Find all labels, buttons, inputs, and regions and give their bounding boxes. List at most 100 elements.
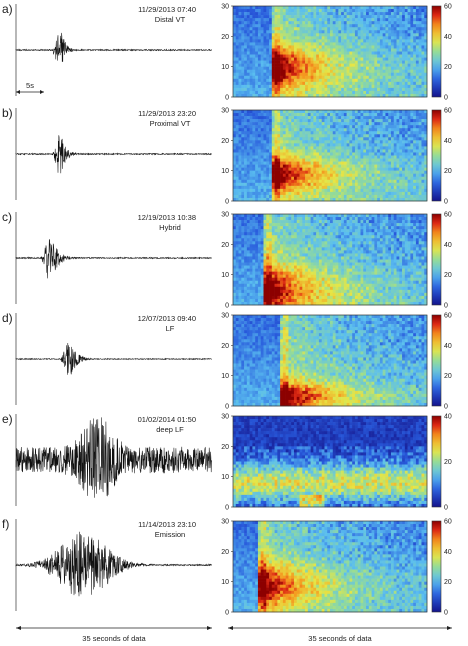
spectrogram-cell <box>260 72 264 77</box>
spectrogram-cell <box>352 173 356 178</box>
spectrogram-cell <box>293 223 298 227</box>
spectrogram-cell <box>379 226 383 230</box>
spectrogram-cell <box>393 30 397 34</box>
spectrogram-cell <box>233 69 237 74</box>
spectrogram-cell <box>241 220 245 224</box>
spectrogram-cell <box>285 197 289 202</box>
spectrogram-cell <box>352 182 356 187</box>
spectrogram-cell <box>249 137 253 141</box>
spectrogram-cell <box>285 173 289 178</box>
spectrogram-cell <box>404 87 408 92</box>
spectrogram-cell <box>360 116 364 120</box>
spectrogram-cell <box>390 78 395 83</box>
spectrogram-cell <box>263 122 267 126</box>
spectrogram-cell <box>352 170 356 174</box>
spectrogram-cell <box>377 12 381 16</box>
spectrogram-cell <box>399 191 403 196</box>
spectrogram-cell <box>291 57 295 61</box>
spectrogram-cell <box>318 128 322 132</box>
spectrogram-cell <box>266 131 270 135</box>
spectrogram-cell <box>415 217 419 221</box>
spectrogram-cell <box>349 188 353 193</box>
spectrogram-cell <box>307 69 311 74</box>
spectrogram-cell <box>349 176 353 181</box>
spectrogram-cell <box>415 188 419 193</box>
spectrogram-cell <box>282 170 286 174</box>
spectrogram-cell <box>407 241 411 245</box>
spectrogram-cell <box>282 128 286 132</box>
spectrogram-cell <box>410 90 414 95</box>
spectrogram-cell <box>366 188 370 193</box>
spectrogram-cell <box>399 197 403 202</box>
spectrogram-cell <box>296 93 300 98</box>
spectrogram-cell <box>379 93 383 98</box>
spectrogram-cell <box>244 84 248 89</box>
spectrogram-cell <box>260 33 264 37</box>
spectrogram-cell <box>271 93 275 98</box>
spectrogram-cell <box>280 167 284 171</box>
spectrogram-cell <box>249 48 253 52</box>
spectrogram-cell <box>354 81 359 86</box>
spectrogram-cell <box>318 152 322 156</box>
spectrogram-cell <box>255 182 259 187</box>
spectrogram-cell <box>360 15 364 19</box>
frequency-tick-label: 0 <box>225 199 229 206</box>
spectrogram-cell <box>238 110 242 114</box>
spectrogram-cell <box>399 30 403 34</box>
spectrogram-cell <box>310 158 314 162</box>
spectrogram-cell <box>271 161 275 165</box>
spectrogram-cell <box>402 78 406 83</box>
spectrogram-cell <box>263 155 267 159</box>
spectrogram-cell <box>335 241 339 245</box>
spectrogram-cell <box>316 30 320 34</box>
spectrogram-cell <box>343 146 347 150</box>
spectrogram-cell <box>415 122 419 126</box>
spectrogram-cell <box>252 116 256 120</box>
spectrogram-cell <box>269 241 273 245</box>
spectrogram-cell <box>299 18 303 22</box>
spectrogram-cell <box>390 152 395 156</box>
spectrogram-cell <box>305 116 309 120</box>
spectrogram-cell <box>299 51 303 55</box>
spectrogram-cell <box>307 119 311 123</box>
spectrogram-cell <box>293 155 298 159</box>
spectrogram-cell <box>402 113 406 117</box>
spectrogram-cell <box>313 122 317 126</box>
spectrogram-cell <box>266 140 270 144</box>
spectrogram-cell <box>366 191 370 196</box>
spectrogram-cell <box>388 155 392 159</box>
spectrogram-cell <box>307 90 311 95</box>
spectrogram-cell <box>327 191 331 196</box>
spectrogram-cell <box>282 244 286 248</box>
spectrogram-cell <box>260 45 264 49</box>
spectrogram-cell <box>415 161 419 165</box>
spectrogram-cell <box>280 149 284 153</box>
spectrogram-cell <box>341 6 345 10</box>
spectrogram-cell <box>354 57 359 61</box>
spectrogram-cell <box>271 197 275 202</box>
spectrogram-cell <box>407 110 411 114</box>
spectrogram-cell <box>407 125 411 129</box>
spectrogram-cell <box>360 27 364 31</box>
spectrogram-cell <box>368 93 372 98</box>
spectrogram-cell <box>404 48 408 52</box>
spectrogram-cell <box>343 140 347 144</box>
spectrogram-cell <box>285 229 289 233</box>
spectrogram-cell <box>332 176 336 181</box>
spectrogram-cell <box>260 81 264 86</box>
spectrogram-cell <box>282 78 286 83</box>
spectrogram-cell <box>332 119 336 123</box>
spectrogram-cell <box>274 125 278 129</box>
spectrogram-cell <box>271 81 275 86</box>
spectrogram-cell <box>424 146 428 150</box>
spectrogram-cell <box>238 93 242 98</box>
spectrogram-cell <box>241 30 245 34</box>
spectrogram-cell <box>352 167 356 171</box>
spectrogram-cell <box>302 143 306 147</box>
spectrogram-cell <box>330 110 334 114</box>
spectrogram-cell <box>285 176 289 181</box>
spectrogram-cell <box>424 152 428 156</box>
spectrogram-cell <box>257 214 262 218</box>
spectrogram-cell <box>257 131 262 135</box>
spectrogram-cell <box>269 170 273 174</box>
